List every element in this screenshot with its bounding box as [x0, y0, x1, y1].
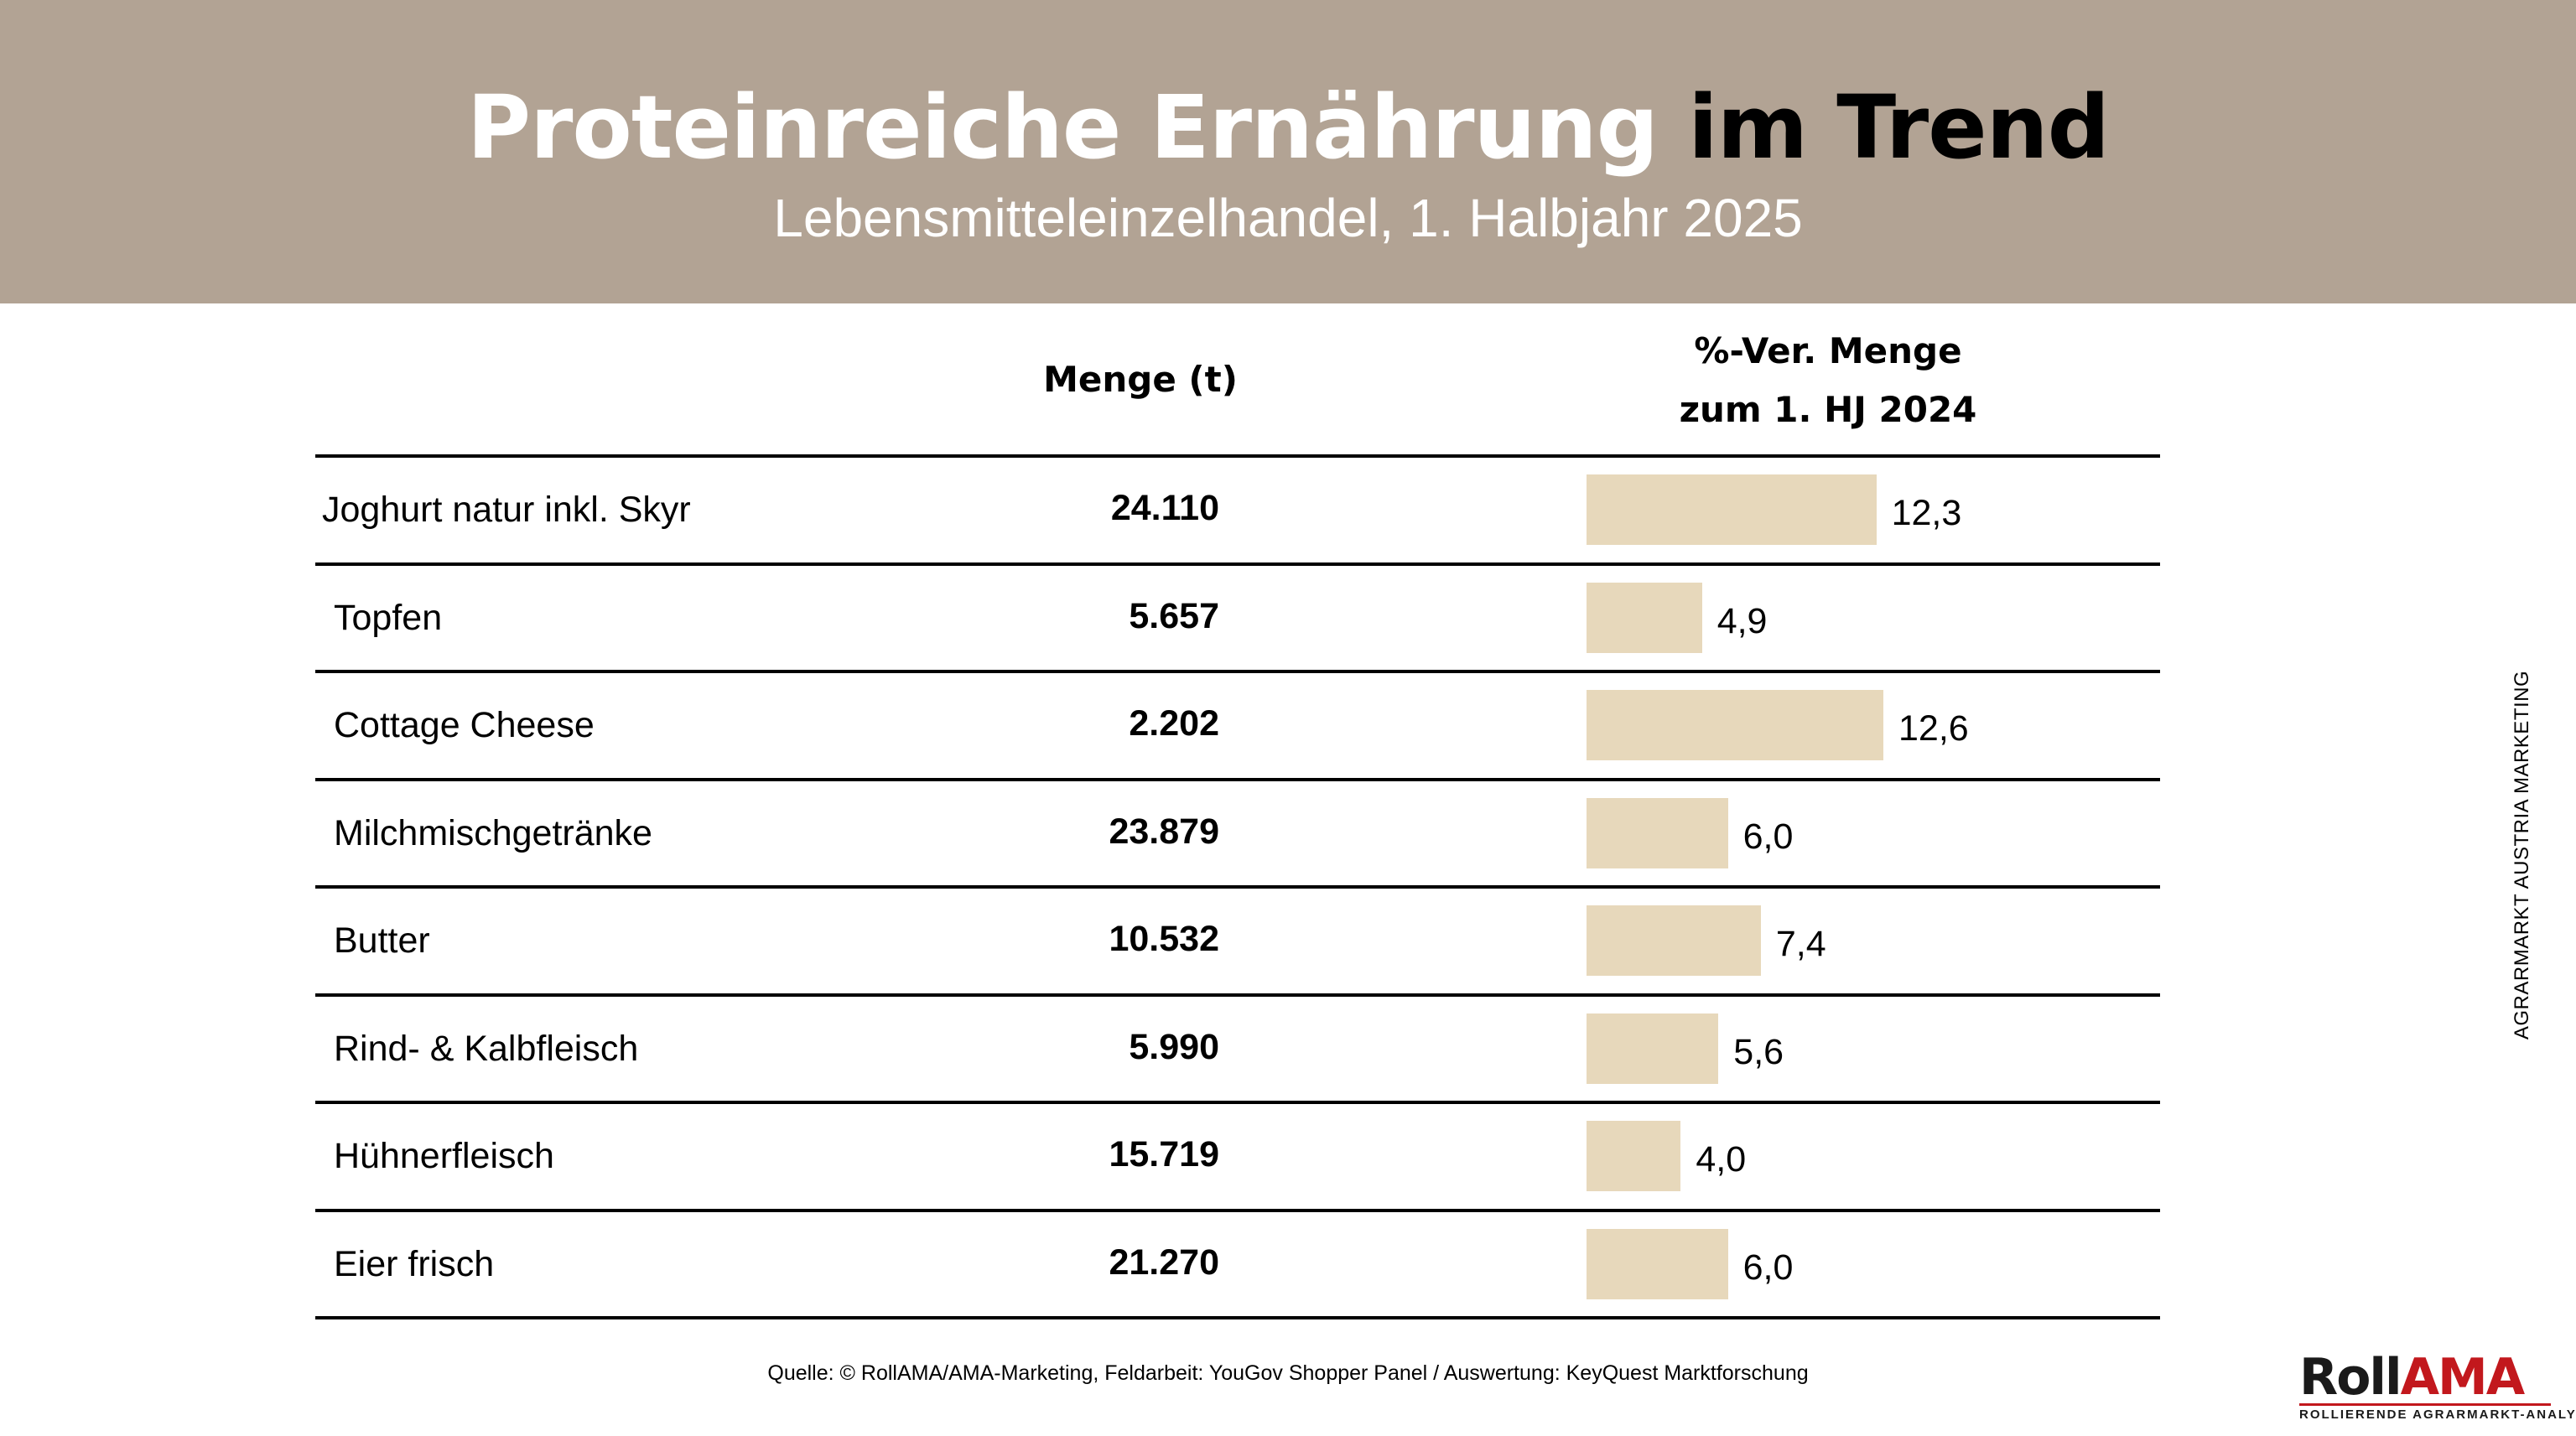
- table-rule: [315, 993, 2160, 997]
- bar-value-label: 12,3: [1891, 493, 1962, 534]
- table-rule: [315, 1101, 2160, 1104]
- row-quantity: 21.270: [1109, 1242, 1219, 1283]
- row-quantity: 15.719: [1109, 1134, 1219, 1175]
- logo-wordmark: RollAMA: [2299, 1351, 2559, 1403]
- rollama-logo: RollAMA ROLLIERENDE AGRARMARKT-ANALYSE: [2299, 1351, 2576, 1427]
- bar-value-label: 7,4: [1775, 924, 1826, 965]
- table-rule: [315, 454, 2160, 458]
- title-part-black: im Trend: [1688, 76, 2110, 179]
- table-rule: [315, 1208, 2160, 1212]
- column-header-change-line1: %-Ver. Menge: [1694, 330, 1962, 371]
- bar: [1587, 474, 1877, 546]
- logo-roll: Roll: [2299, 1348, 2402, 1407]
- row-label: Topfen: [334, 597, 443, 638]
- title-part-white: Proteinreiche Ernährung: [466, 76, 1659, 179]
- row-label: Milchmischgetränke: [334, 812, 652, 853]
- table-rule: [315, 885, 2160, 889]
- row-quantity: 2.202: [1129, 703, 1219, 744]
- row-label: Butter: [334, 920, 430, 962]
- row-label: Eier frisch: [334, 1243, 495, 1284]
- bar: [1587, 1013, 1719, 1084]
- logo-tagline: ROLLIERENDE AGRARMARKT-ANALYSE: [2299, 1403, 2576, 1422]
- row-quantity: 5.657: [1129, 595, 1219, 636]
- row-quantity: 10.532: [1109, 919, 1219, 960]
- bar: [1587, 582, 1702, 653]
- column-header-quantity: Menge (t): [1043, 359, 1238, 400]
- row-label: Cottage Cheese: [334, 705, 595, 746]
- bar: [1587, 1228, 1728, 1299]
- page-subtitle: Lebensmitteleinzelhandel, 1. Halbjahr 20…: [773, 188, 1803, 248]
- bar-value-label: 12,6: [1898, 708, 1969, 749]
- header-banner: [0, 0, 2576, 303]
- source-note: Quelle: © RollAMA/AMA-Marketing, Feldarb…: [767, 1361, 1809, 1385]
- row-quantity: 5.990: [1129, 1026, 1219, 1067]
- row-quantity: 24.110: [1110, 488, 1219, 529]
- bar-value-label: 4,9: [1716, 600, 1768, 641]
- logo-ama: AMA: [2400, 1348, 2526, 1407]
- bar: [1587, 797, 1728, 868]
- bar: [1587, 1121, 1681, 1192]
- bar-value-label: 6,0: [1742, 816, 1794, 857]
- bar: [1587, 905, 1761, 977]
- table-rule: [315, 1316, 2160, 1319]
- row-quantity: 23.879: [1109, 811, 1219, 852]
- side-label: AGRARMARKT AUSTRIA MARKETING: [2511, 670, 2533, 1040]
- bar-value-label: 4,0: [1696, 1139, 1747, 1180]
- bar: [1587, 690, 1883, 761]
- table-rule: [315, 562, 2160, 566]
- column-header-change-line2: zum 1. HJ 2024: [1679, 389, 1977, 430]
- bar-value-label: 6,0: [1742, 1247, 1794, 1288]
- row-label: Hühnerfleisch: [334, 1136, 554, 1177]
- bar-value-label: 5,6: [1733, 1031, 1784, 1072]
- column-header-change: %-Ver. Menge zum 1. HJ 2024: [1576, 322, 2080, 439]
- page-title: Proteinreiche Ernährung im Trend: [0, 84, 2576, 171]
- row-label: Joghurt natur inkl. Skyr: [322, 490, 691, 531]
- row-label: Rind- & Kalbfleisch: [334, 1028, 639, 1069]
- table-rule: [315, 777, 2160, 781]
- table-rule: [315, 670, 2160, 673]
